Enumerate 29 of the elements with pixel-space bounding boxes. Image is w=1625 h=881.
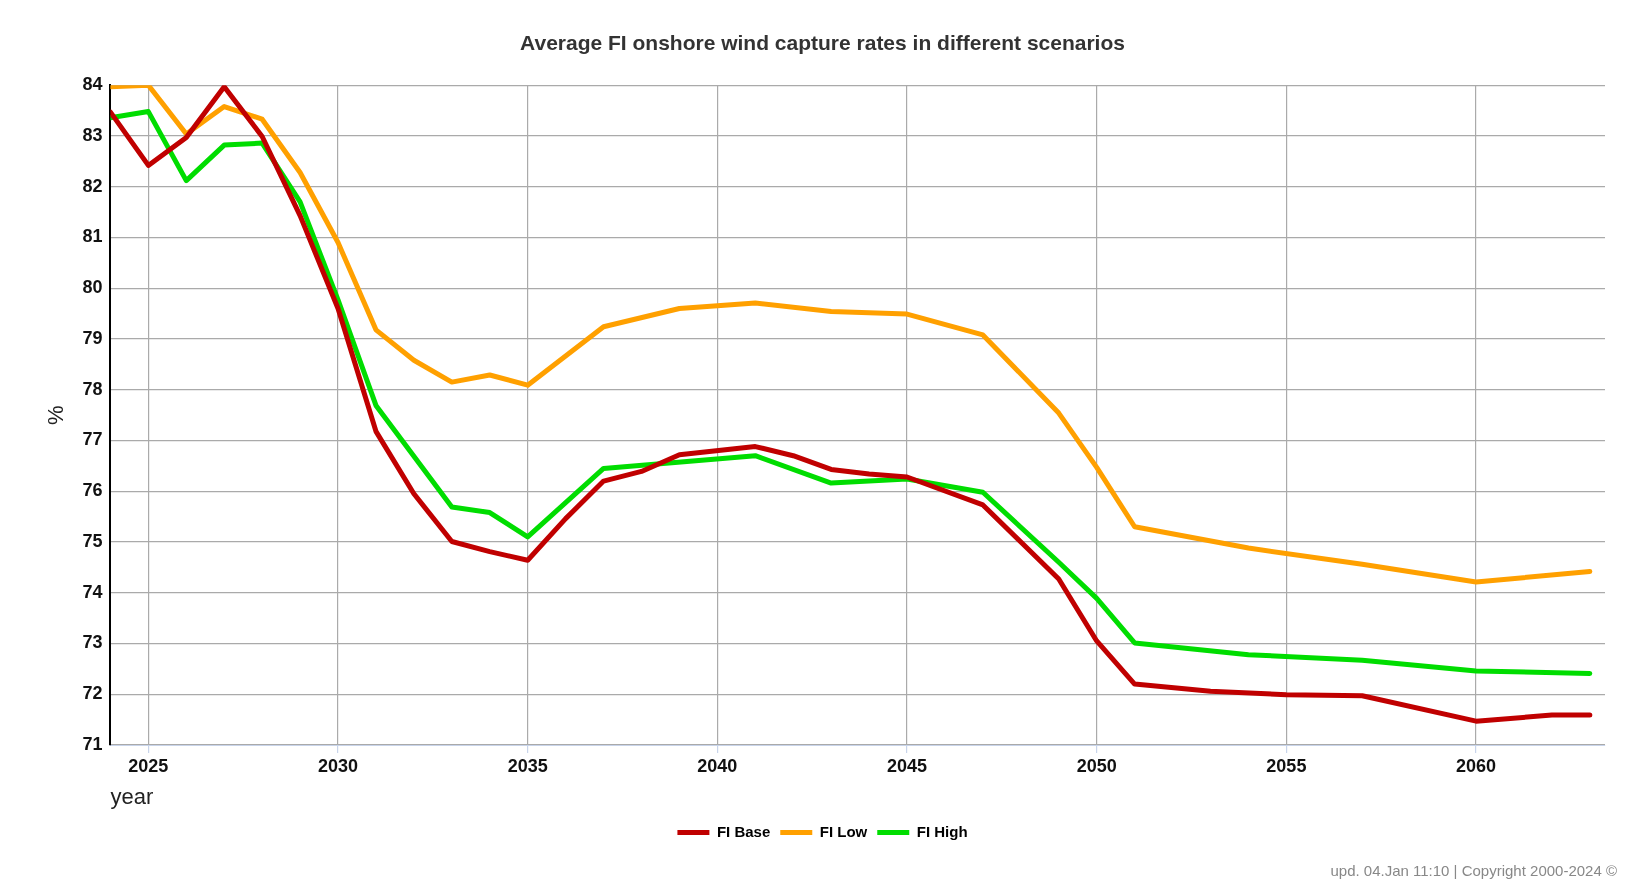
y-tick-label: 76 [82, 480, 103, 501]
y-tick-label: 80 [82, 277, 103, 298]
legend-label: FI Base [716, 822, 771, 840]
y-tick-label: 78 [82, 378, 103, 399]
text: upd. 04.Jan 11:10 | Copyright 2000-2024 © [1330, 862, 1617, 879]
x-tick-label: 2060 [1456, 755, 1497, 776]
legend-label: FI High [916, 822, 968, 840]
y-tick-label: 82 [82, 175, 103, 196]
x-tick-label: 2050 [1076, 755, 1117, 776]
chart-title: Average FI onshore wind capture rates in different scenarios [520, 31, 1125, 55]
y-tick-label: 73 [82, 632, 103, 653]
y-tick-label: 81 [82, 226, 103, 247]
y-tick-label: 72 [82, 683, 103, 704]
x-tick-label: 2040 [697, 755, 738, 776]
y-tick-label: 77 [82, 429, 103, 450]
y-tick-label: 79 [82, 327, 103, 348]
x-tick-label: 2045 [887, 755, 928, 776]
y-axis-title: % [43, 405, 69, 425]
y-tick-label: 75 [82, 530, 103, 551]
y-tick-label: 83 [82, 124, 103, 145]
x-axis-title: year [110, 783, 154, 809]
x-tick-label: 2025 [128, 755, 169, 776]
x-tick-label: 2030 [318, 755, 359, 776]
y-tick-label: 84 [82, 74, 103, 95]
y-tick-label: 74 [82, 581, 103, 602]
x-tick-label: 2055 [1266, 755, 1307, 776]
y-tick-label: 71 [82, 733, 103, 754]
legend-label: FI Low [819, 822, 868, 840]
x-tick-label: 2035 [507, 755, 548, 776]
